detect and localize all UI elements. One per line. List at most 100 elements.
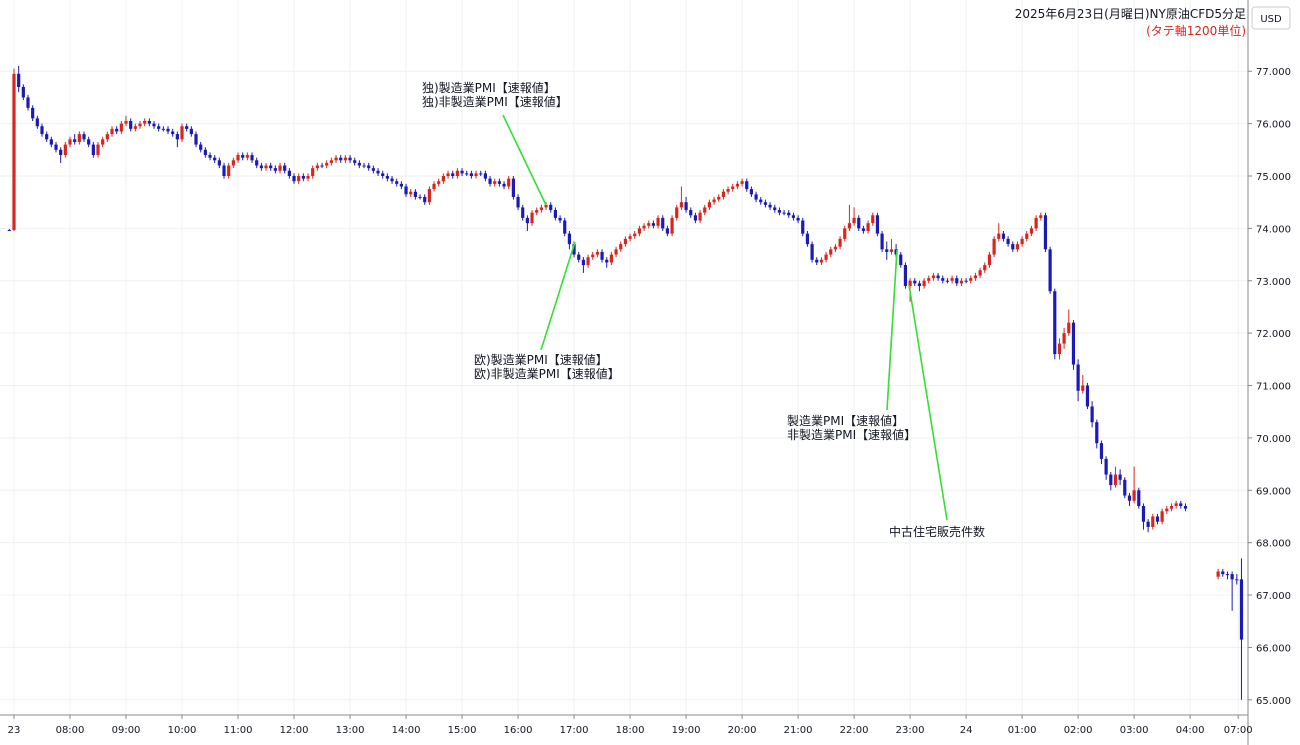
candle-body bbox=[222, 165, 226, 176]
y-tick-label: 76.000 bbox=[1256, 120, 1291, 131]
annotation: 非製造業PMI【速報値】 bbox=[787, 427, 916, 442]
candle-body bbox=[516, 196, 520, 208]
y-tick-label: 72.000 bbox=[1256, 329, 1291, 340]
x-tick-label: 13:00 bbox=[336, 725, 365, 736]
candle-body bbox=[203, 149, 207, 156]
candle-body bbox=[255, 160, 259, 166]
candle-body bbox=[1029, 228, 1034, 234]
candle-body bbox=[997, 233, 1001, 239]
candle-body bbox=[404, 186, 408, 195]
candle-body bbox=[903, 265, 908, 286]
candle-body bbox=[194, 134, 198, 145]
candle-body bbox=[301, 176, 305, 179]
candle-body bbox=[259, 165, 263, 169]
candle-body bbox=[880, 233, 884, 250]
candle-body bbox=[605, 259, 609, 263]
candle-body bbox=[63, 144, 67, 156]
candle-body bbox=[964, 280, 968, 282]
candle-body bbox=[707, 202, 712, 208]
candle-body bbox=[479, 173, 483, 175]
candle-body bbox=[950, 278, 954, 281]
candle-body bbox=[1006, 238, 1010, 245]
candle-body bbox=[45, 134, 49, 140]
candle-body bbox=[199, 144, 203, 150]
annotation: 独)製造業PMI【速報値】 bbox=[422, 80, 556, 95]
candle-body bbox=[241, 155, 245, 158]
x-tick-label: 11:00 bbox=[224, 725, 253, 736]
candle-body bbox=[1043, 215, 1048, 250]
candle-body bbox=[633, 233, 637, 237]
candle-body bbox=[185, 126, 189, 129]
y-tick-label: 71.000 bbox=[1256, 382, 1291, 393]
candle-body bbox=[315, 165, 319, 169]
y-tick-label: 66.000 bbox=[1256, 643, 1291, 654]
candle-body bbox=[665, 228, 670, 234]
candle-body bbox=[1179, 503, 1183, 506]
candle-body bbox=[978, 270, 982, 276]
candle-body bbox=[325, 162, 329, 166]
candle-body bbox=[1174, 503, 1178, 506]
candle-body bbox=[553, 210, 557, 218]
candle-body bbox=[40, 126, 44, 135]
candle-body bbox=[628, 236, 632, 239]
candle-body bbox=[712, 199, 716, 203]
candle-body bbox=[35, 118, 39, 127]
candle-body bbox=[1081, 385, 1085, 391]
candle-body bbox=[866, 223, 870, 231]
candle-body bbox=[427, 189, 431, 203]
candle-body bbox=[460, 170, 464, 174]
x-tick-label: 10:00 bbox=[168, 725, 197, 736]
candle-body bbox=[539, 207, 543, 211]
candle-body bbox=[614, 249, 618, 255]
candle-body bbox=[73, 139, 77, 142]
candle-body bbox=[591, 254, 595, 258]
candle-body bbox=[740, 181, 744, 184]
candle-body bbox=[357, 162, 361, 166]
candle-body bbox=[530, 212, 534, 224]
candle-body bbox=[642, 225, 646, 229]
candle-body bbox=[1141, 506, 1146, 522]
candle-body bbox=[1109, 474, 1113, 486]
candle-body bbox=[250, 155, 254, 161]
candle-body bbox=[563, 220, 567, 234]
candle-body bbox=[339, 157, 343, 161]
candle-body bbox=[847, 223, 852, 229]
annotation-line bbox=[540, 241, 576, 351]
ticks: 65.000 66.000 67.000 68.000 69.000 70.000 71.0… bbox=[8, 67, 1291, 736]
candle-body bbox=[805, 233, 810, 245]
x-tick-label: 23 bbox=[8, 725, 21, 736]
candle-body bbox=[698, 212, 702, 221]
candle-body bbox=[101, 139, 105, 145]
currency-box bbox=[1251, 6, 1291, 30]
y-tick-label: 73.000 bbox=[1256, 277, 1291, 288]
candle-body bbox=[763, 202, 768, 205]
candle-body bbox=[82, 134, 86, 140]
candle-body bbox=[180, 126, 184, 140]
candles bbox=[7, 66, 1244, 700]
candle-body bbox=[1230, 574, 1234, 580]
candle-body bbox=[451, 173, 455, 176]
candle-body bbox=[885, 249, 889, 252]
candle-body bbox=[1118, 474, 1122, 480]
x-tick-label: 02:00 bbox=[1064, 725, 1093, 736]
candle-body bbox=[992, 238, 996, 255]
candle-body bbox=[292, 176, 296, 182]
candle-body bbox=[12, 73, 16, 230]
candle-body bbox=[773, 207, 777, 211]
candle-body bbox=[343, 157, 347, 161]
annotation-lines bbox=[502, 114, 948, 521]
candle-body bbox=[824, 254, 828, 260]
candle-body bbox=[474, 173, 478, 176]
candle-body bbox=[768, 204, 772, 208]
candle-body bbox=[717, 196, 721, 200]
candle-body bbox=[983, 265, 987, 271]
y-tick-label: 75.000 bbox=[1256, 172, 1291, 183]
candle-body bbox=[955, 278, 959, 284]
candle-body bbox=[115, 128, 119, 132]
y-tick-label: 70.000 bbox=[1256, 434, 1291, 445]
candle-body bbox=[381, 173, 385, 176]
candle-body bbox=[567, 233, 571, 245]
candle-body bbox=[675, 207, 679, 218]
candle-body bbox=[110, 128, 114, 135]
candle-body bbox=[395, 181, 399, 184]
